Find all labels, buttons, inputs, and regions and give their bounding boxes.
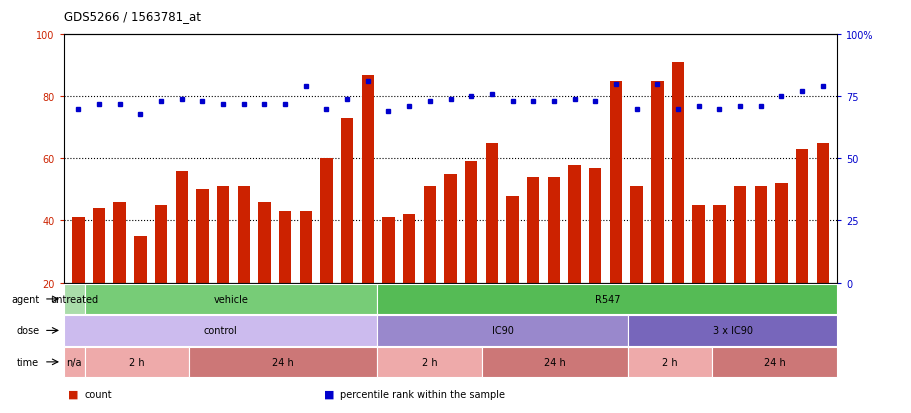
- Text: vehicle: vehicle: [213, 294, 248, 304]
- Bar: [362, 75, 374, 345]
- Bar: [795, 150, 807, 345]
- Bar: [93, 209, 105, 345]
- Text: IC90: IC90: [491, 325, 513, 336]
- Text: ■: ■: [323, 389, 334, 399]
- Bar: [671, 63, 683, 345]
- Text: percentile rank within the sample: percentile rank within the sample: [340, 389, 505, 399]
- Bar: [217, 187, 229, 345]
- Bar: [299, 211, 312, 345]
- Text: agent: agent: [11, 294, 39, 304]
- Text: GDS5266 / 1563781_at: GDS5266 / 1563781_at: [64, 10, 200, 23]
- Bar: [134, 236, 147, 345]
- Text: 24 h: 24 h: [763, 357, 784, 367]
- Bar: [403, 215, 415, 345]
- Bar: [506, 196, 518, 345]
- Bar: [258, 202, 271, 345]
- Bar: [568, 165, 580, 345]
- Bar: [444, 174, 456, 345]
- Bar: [815, 143, 828, 345]
- Text: 3 x IC90: 3 x IC90: [711, 325, 752, 336]
- Text: 24 h: 24 h: [272, 357, 294, 367]
- Bar: [774, 184, 787, 345]
- Bar: [712, 206, 725, 345]
- Bar: [113, 202, 126, 345]
- Bar: [527, 178, 538, 345]
- Bar: [691, 206, 704, 345]
- Text: ■: ■: [68, 389, 79, 399]
- Text: 2 h: 2 h: [129, 357, 145, 367]
- Text: R547: R547: [594, 294, 619, 304]
- Bar: [341, 119, 353, 345]
- Bar: [650, 82, 663, 345]
- Text: 2 h: 2 h: [422, 357, 437, 367]
- Bar: [72, 218, 85, 345]
- Bar: [589, 169, 601, 345]
- Text: untreated: untreated: [50, 294, 98, 304]
- Text: dose: dose: [16, 325, 39, 336]
- Bar: [155, 206, 167, 345]
- Text: 2 h: 2 h: [661, 357, 677, 367]
- Bar: [465, 162, 476, 345]
- Bar: [609, 82, 621, 345]
- Bar: [237, 187, 250, 345]
- Bar: [320, 159, 333, 345]
- Bar: [548, 178, 559, 345]
- Text: control: control: [203, 325, 237, 336]
- Text: time: time: [17, 357, 39, 367]
- Bar: [424, 187, 435, 345]
- Bar: [279, 211, 291, 345]
- Bar: [486, 143, 497, 345]
- Bar: [753, 187, 766, 345]
- Bar: [630, 187, 642, 345]
- Bar: [733, 187, 745, 345]
- Bar: [382, 218, 394, 345]
- Bar: [196, 190, 209, 345]
- Bar: [175, 171, 188, 345]
- Text: n/a: n/a: [67, 357, 82, 367]
- Text: 24 h: 24 h: [544, 357, 566, 367]
- Text: count: count: [85, 389, 112, 399]
